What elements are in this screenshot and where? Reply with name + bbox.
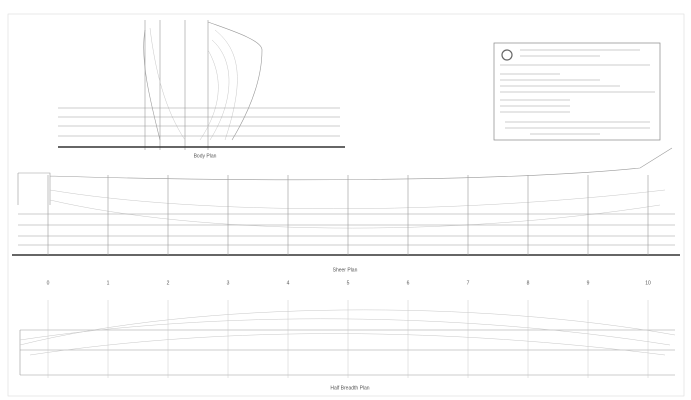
body-plan: Body Plan bbox=[58, 20, 345, 159]
station-label: 2 bbox=[167, 280, 170, 286]
profile-buttocks bbox=[49, 189, 666, 229]
half-breadth-frame bbox=[19, 329, 675, 376]
station-label: 10 bbox=[645, 280, 651, 286]
station-label: 9 bbox=[587, 280, 590, 286]
profile-waterlines bbox=[18, 213, 675, 246]
station-label: 0 bbox=[47, 280, 50, 286]
sheer-plan: Sheer Plan bbox=[12, 147, 680, 273]
station-label: 8 bbox=[527, 280, 530, 286]
station-label: 6 bbox=[407, 280, 410, 286]
station-label: 4 bbox=[287, 280, 290, 286]
station-label: 5 bbox=[347, 280, 350, 286]
title-block-lines bbox=[500, 49, 655, 135]
half-breadth-plan: Half Breadth Plan bbox=[19, 309, 676, 391]
view-label: Half Breadth Plan bbox=[330, 385, 369, 391]
station-label: 1 bbox=[107, 280, 110, 286]
body-plan-verticals bbox=[144, 20, 209, 150]
view-label: Body Plan bbox=[194, 153, 217, 159]
body-plan-curves bbox=[149, 27, 238, 141]
body-plan-waterlines bbox=[58, 107, 340, 137]
body-plan-sections bbox=[143, 21, 263, 141]
logo bbox=[501, 49, 513, 61]
station-label: 7 bbox=[467, 280, 470, 286]
station-label: 3 bbox=[227, 280, 230, 286]
title-block-frame bbox=[493, 42, 661, 141]
profile-outline bbox=[17, 147, 673, 205]
half-breadth-waterlines bbox=[19, 309, 676, 356]
sheet-border bbox=[7, 13, 685, 397]
title-block bbox=[493, 42, 661, 141]
view-label: Sheer Plan bbox=[333, 267, 358, 273]
